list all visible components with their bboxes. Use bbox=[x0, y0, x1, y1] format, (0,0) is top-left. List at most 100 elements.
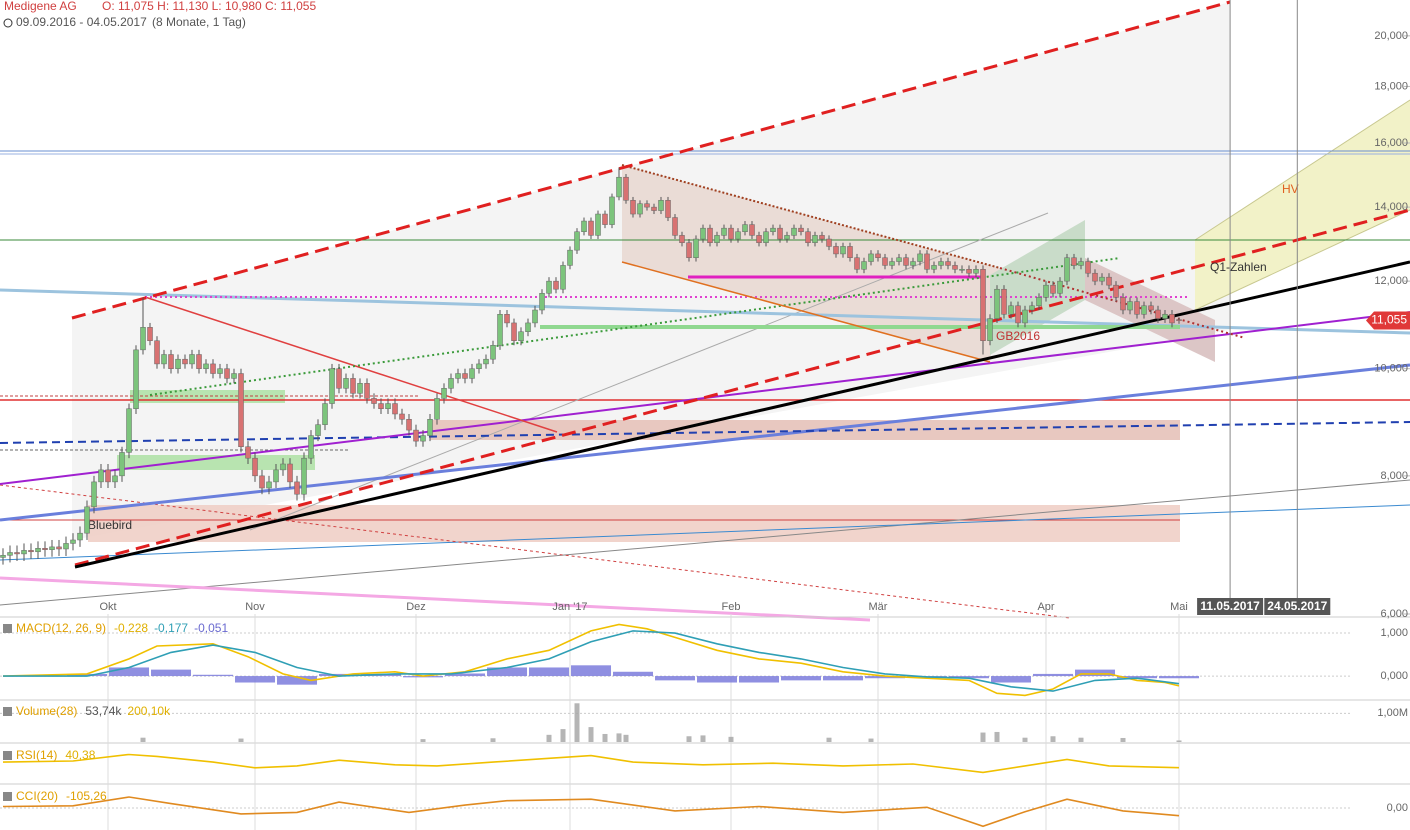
indicator-bar bbox=[823, 676, 864, 681]
indicator-bar bbox=[445, 673, 486, 677]
candle-body bbox=[336, 368, 342, 389]
candle-body bbox=[1141, 305, 1147, 315]
trend-line bbox=[71, 0, 1231, 320]
candle-body bbox=[574, 231, 580, 251]
candle-body bbox=[1092, 272, 1098, 282]
candle-body bbox=[588, 220, 594, 236]
y-tick-label: 0,00 bbox=[1387, 802, 1408, 814]
candle-body bbox=[133, 349, 139, 409]
indicator-line bbox=[2, 623, 1180, 697]
x-tick-label: Feb bbox=[722, 601, 741, 613]
indicator-bar bbox=[490, 738, 496, 742]
channel-fill bbox=[72, 2, 1230, 540]
y-tick-label: 16,000 bbox=[1374, 137, 1408, 149]
candle-body bbox=[126, 408, 132, 453]
candle-body bbox=[357, 383, 363, 394]
candle-body bbox=[182, 358, 188, 365]
candle-body bbox=[833, 246, 839, 255]
indicator-bar bbox=[588, 727, 594, 742]
candle-body bbox=[385, 403, 391, 409]
candle-body bbox=[1036, 297, 1042, 307]
candle-body bbox=[595, 213, 601, 236]
indicator-icon bbox=[3, 751, 12, 760]
candle-body bbox=[392, 403, 398, 415]
candle-body bbox=[1064, 257, 1070, 282]
candle-body bbox=[987, 318, 993, 341]
candle-body bbox=[483, 358, 489, 365]
candle-body bbox=[476, 363, 482, 369]
ohlc-readout: O: 11,075 H: 11,130 L: 10,980 C: 11,055 bbox=[102, 0, 316, 13]
trend-line bbox=[0, 363, 1410, 522]
candle-body bbox=[1043, 284, 1049, 298]
date-marker-box bbox=[1264, 598, 1331, 615]
candle-body bbox=[189, 354, 195, 365]
candle-body bbox=[1057, 280, 1063, 294]
candle-body bbox=[301, 457, 307, 495]
candle-body bbox=[840, 246, 846, 255]
trend-line bbox=[0, 421, 1410, 444]
x-tick-label: Nov bbox=[245, 601, 265, 613]
candle-body bbox=[490, 345, 496, 360]
y-tick-label: 0,000 bbox=[1380, 670, 1408, 682]
indicator-bar bbox=[529, 667, 570, 677]
candle-body bbox=[273, 469, 279, 483]
indicator-readout: -0,228 bbox=[114, 621, 148, 635]
candle-body bbox=[539, 293, 545, 311]
candle-body bbox=[259, 475, 265, 489]
indicator-bar bbox=[994, 731, 1000, 742]
candle-body bbox=[812, 235, 818, 243]
zone bbox=[117, 455, 315, 470]
candle-body bbox=[42, 548, 48, 550]
channel-fill bbox=[622, 165, 1000, 362]
candle-body bbox=[154, 340, 160, 365]
candle-body bbox=[434, 398, 440, 420]
candle-body bbox=[791, 227, 797, 236]
candle-body bbox=[266, 481, 272, 489]
indicator-bar bbox=[238, 738, 244, 742]
header: Medigene AG O: 11,075 H: 11,130 L: 10,98… bbox=[3, 0, 316, 29]
candle-body bbox=[777, 227, 783, 240]
candle-body bbox=[924, 253, 930, 270]
candle-body bbox=[14, 552, 20, 555]
indicator-readout: -0,051 bbox=[194, 621, 228, 635]
candle-body bbox=[1176, 319, 1182, 321]
indicator-readout: 53,74k bbox=[85, 704, 122, 718]
candle-body bbox=[329, 368, 335, 404]
candle-body bbox=[735, 231, 741, 240]
candle-body bbox=[868, 253, 874, 262]
indicator-bar bbox=[109, 667, 150, 677]
indicator-bar bbox=[1075, 669, 1116, 677]
indicator-bar bbox=[487, 667, 528, 677]
candle-body bbox=[1127, 301, 1133, 311]
y-tick-label: 18,000 bbox=[1374, 80, 1408, 92]
candle-body bbox=[665, 200, 671, 218]
x-tick-label: Mai bbox=[1170, 601, 1188, 613]
y-tick-label: 10,000 bbox=[1374, 363, 1408, 375]
candle-body bbox=[623, 176, 629, 201]
trend-line bbox=[144, 296, 558, 433]
annotation: GB2016 bbox=[996, 329, 1040, 343]
candle-body bbox=[553, 280, 559, 290]
candle-body bbox=[203, 363, 209, 369]
candle-body bbox=[770, 227, 776, 233]
period: (8 Monate, 1 Tag) bbox=[152, 15, 246, 29]
candle-body bbox=[525, 322, 531, 332]
candle-body bbox=[231, 373, 237, 379]
candle-body bbox=[637, 203, 643, 215]
candle-body bbox=[63, 543, 69, 550]
candle-body bbox=[854, 257, 860, 270]
candle-body bbox=[714, 235, 720, 243]
indicator-bar bbox=[623, 734, 629, 742]
candle-body bbox=[1008, 305, 1014, 315]
candle-body bbox=[175, 358, 181, 369]
candle-body bbox=[210, 363, 216, 374]
indicator-bar bbox=[546, 734, 552, 742]
candle-body bbox=[1162, 314, 1168, 319]
candle-body bbox=[105, 469, 111, 483]
candle-body bbox=[560, 265, 566, 290]
candle-body bbox=[98, 469, 104, 483]
date-range: 09.09.2016 - 04.05.2017 bbox=[16, 15, 147, 29]
candle-body bbox=[350, 378, 356, 394]
indicator-bar bbox=[151, 669, 192, 677]
